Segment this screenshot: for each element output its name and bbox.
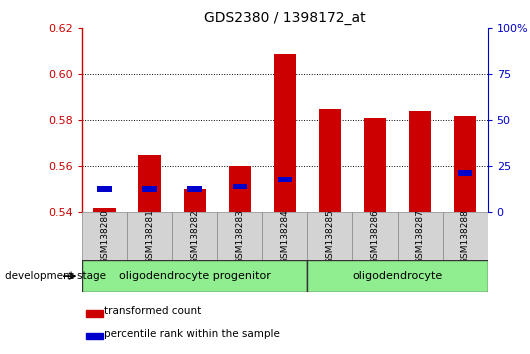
FancyBboxPatch shape [262,212,307,260]
Text: oligodendrocyte: oligodendrocyte [352,271,443,281]
Bar [98,186,112,192]
FancyBboxPatch shape [307,260,488,292]
Bar [454,116,476,212]
Bar [143,186,157,192]
Bar [413,223,427,229]
Bar [233,184,247,189]
Text: GSM138288: GSM138288 [461,209,470,264]
Title: GDS2380 / 1398172_at: GDS2380 / 1398172_at [204,11,366,24]
Text: oligodendrocyte progenitor: oligodendrocyte progenitor [119,271,271,281]
Bar [138,155,161,212]
Text: GSM138281: GSM138281 [145,209,154,264]
Bar [319,109,341,212]
Text: percentile rank within the sample: percentile rank within the sample [104,329,280,338]
FancyBboxPatch shape [82,212,127,260]
FancyBboxPatch shape [82,260,307,292]
FancyBboxPatch shape [352,212,398,260]
Text: development stage: development stage [5,271,107,281]
Bar [368,223,382,229]
FancyBboxPatch shape [398,212,443,260]
Text: GSM138285: GSM138285 [325,209,334,264]
Bar [278,177,292,182]
Text: GSM138287: GSM138287 [416,209,425,264]
Bar [183,189,206,212]
Text: GSM138286: GSM138286 [370,209,379,264]
Text: GSM138283: GSM138283 [235,209,244,264]
Bar [409,111,431,212]
FancyBboxPatch shape [307,212,352,260]
Bar [273,53,296,212]
FancyBboxPatch shape [127,212,172,260]
Text: GSM138284: GSM138284 [280,209,289,264]
Text: GSM138280: GSM138280 [100,209,109,264]
FancyBboxPatch shape [443,212,488,260]
Bar [458,170,472,176]
Bar [86,310,103,317]
FancyBboxPatch shape [217,212,262,260]
FancyBboxPatch shape [172,212,217,260]
Bar [86,332,103,339]
Bar [228,166,251,212]
Text: GSM138282: GSM138282 [190,209,199,264]
Bar [93,208,116,212]
Bar [188,186,202,192]
Text: transformed count: transformed count [104,306,202,316]
Bar [323,223,337,229]
Bar [364,118,386,212]
